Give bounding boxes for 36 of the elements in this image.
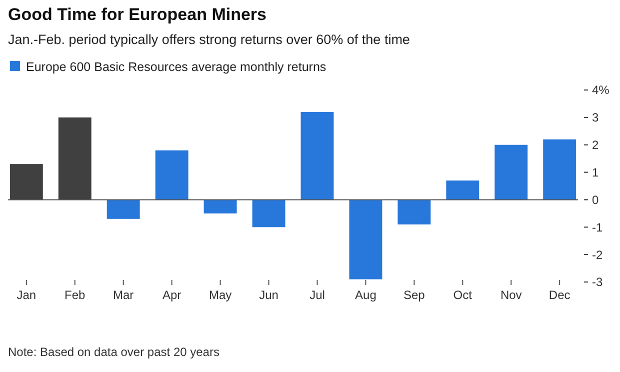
x-tick-label: May [208, 288, 232, 302]
bar [494, 144, 528, 200]
x-tick-label: Nov [500, 288, 522, 302]
bar [300, 112, 334, 200]
x-tick-label: Apr [162, 288, 182, 302]
y-tick-label: 0 [592, 192, 599, 207]
chart-subtitle: Jan.-Feb. period typically offers strong returns over 60% of the time [8, 32, 410, 47]
y-tick-label: -1 [592, 220, 603, 234]
legend-label: Europe 600 Basic Resources average monthly returns [26, 60, 326, 74]
bar [446, 180, 480, 200]
x-tick-label: Feb [64, 288, 86, 302]
chart-title: Good Time for European Miners [8, 5, 266, 24]
bar [10, 164, 43, 200]
x-tick-label: Jul [310, 288, 325, 302]
x-tick-label: Jun [259, 288, 278, 302]
y-tick-label: -3 [592, 275, 603, 290]
bar [155, 150, 188, 200]
x-tick-label: Dec [548, 288, 570, 302]
bar [204, 200, 237, 214]
y-tick-label: 2 [592, 138, 599, 152]
bar [543, 139, 576, 200]
y-tick-label: 1 [592, 165, 599, 180]
x-tick-label: Aug [355, 288, 376, 302]
y-tick-label: 4% [592, 83, 610, 98]
bar [398, 200, 431, 224]
x-tick-label: Mar [113, 288, 134, 302]
bar [252, 200, 286, 228]
y-tick-label: 3 [592, 110, 599, 125]
text: Note: Based on data over past 20 years [8, 345, 220, 359]
x-tick-label: Oct [453, 288, 473, 302]
bar [58, 117, 92, 200]
bar [349, 200, 382, 280]
x-tick-label: Sep [403, 288, 426, 302]
bar [106, 200, 140, 219]
x-tick-label: Jan [16, 288, 36, 302]
y-tick-label: -2 [592, 248, 603, 262]
